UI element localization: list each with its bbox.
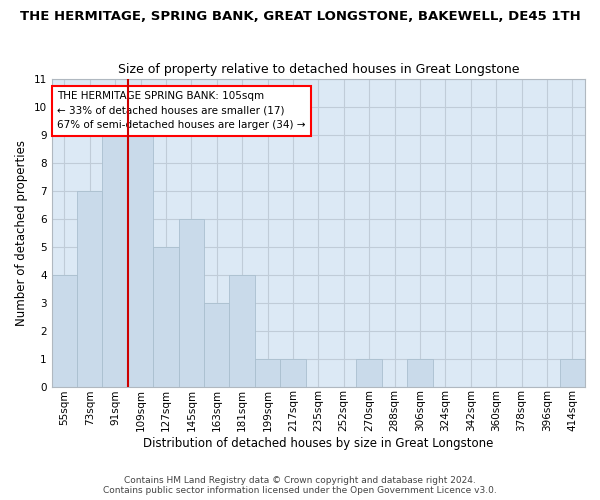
Bar bbox=[77, 190, 103, 386]
Bar bbox=[229, 274, 255, 386]
Bar bbox=[179, 218, 204, 386]
Bar bbox=[560, 358, 585, 386]
Text: THE HERMITAGE SPRING BANK: 105sqm
← 33% of detached houses are smaller (17)
67% : THE HERMITAGE SPRING BANK: 105sqm ← 33% … bbox=[57, 91, 305, 130]
Bar bbox=[356, 358, 382, 386]
Bar bbox=[52, 274, 77, 386]
X-axis label: Distribution of detached houses by size in Great Longstone: Distribution of detached houses by size … bbox=[143, 437, 494, 450]
Text: THE HERMITAGE, SPRING BANK, GREAT LONGSTONE, BAKEWELL, DE45 1TH: THE HERMITAGE, SPRING BANK, GREAT LONGST… bbox=[20, 10, 580, 23]
Text: Contains HM Land Registry data © Crown copyright and database right 2024.
Contai: Contains HM Land Registry data © Crown c… bbox=[103, 476, 497, 495]
Bar bbox=[153, 246, 179, 386]
Bar bbox=[280, 358, 305, 386]
Title: Size of property relative to detached houses in Great Longstone: Size of property relative to detached ho… bbox=[118, 63, 519, 76]
Bar bbox=[407, 358, 433, 386]
Bar bbox=[103, 134, 128, 386]
Bar bbox=[128, 134, 153, 386]
Y-axis label: Number of detached properties: Number of detached properties bbox=[15, 140, 28, 326]
Bar bbox=[204, 302, 229, 386]
Bar bbox=[255, 358, 280, 386]
